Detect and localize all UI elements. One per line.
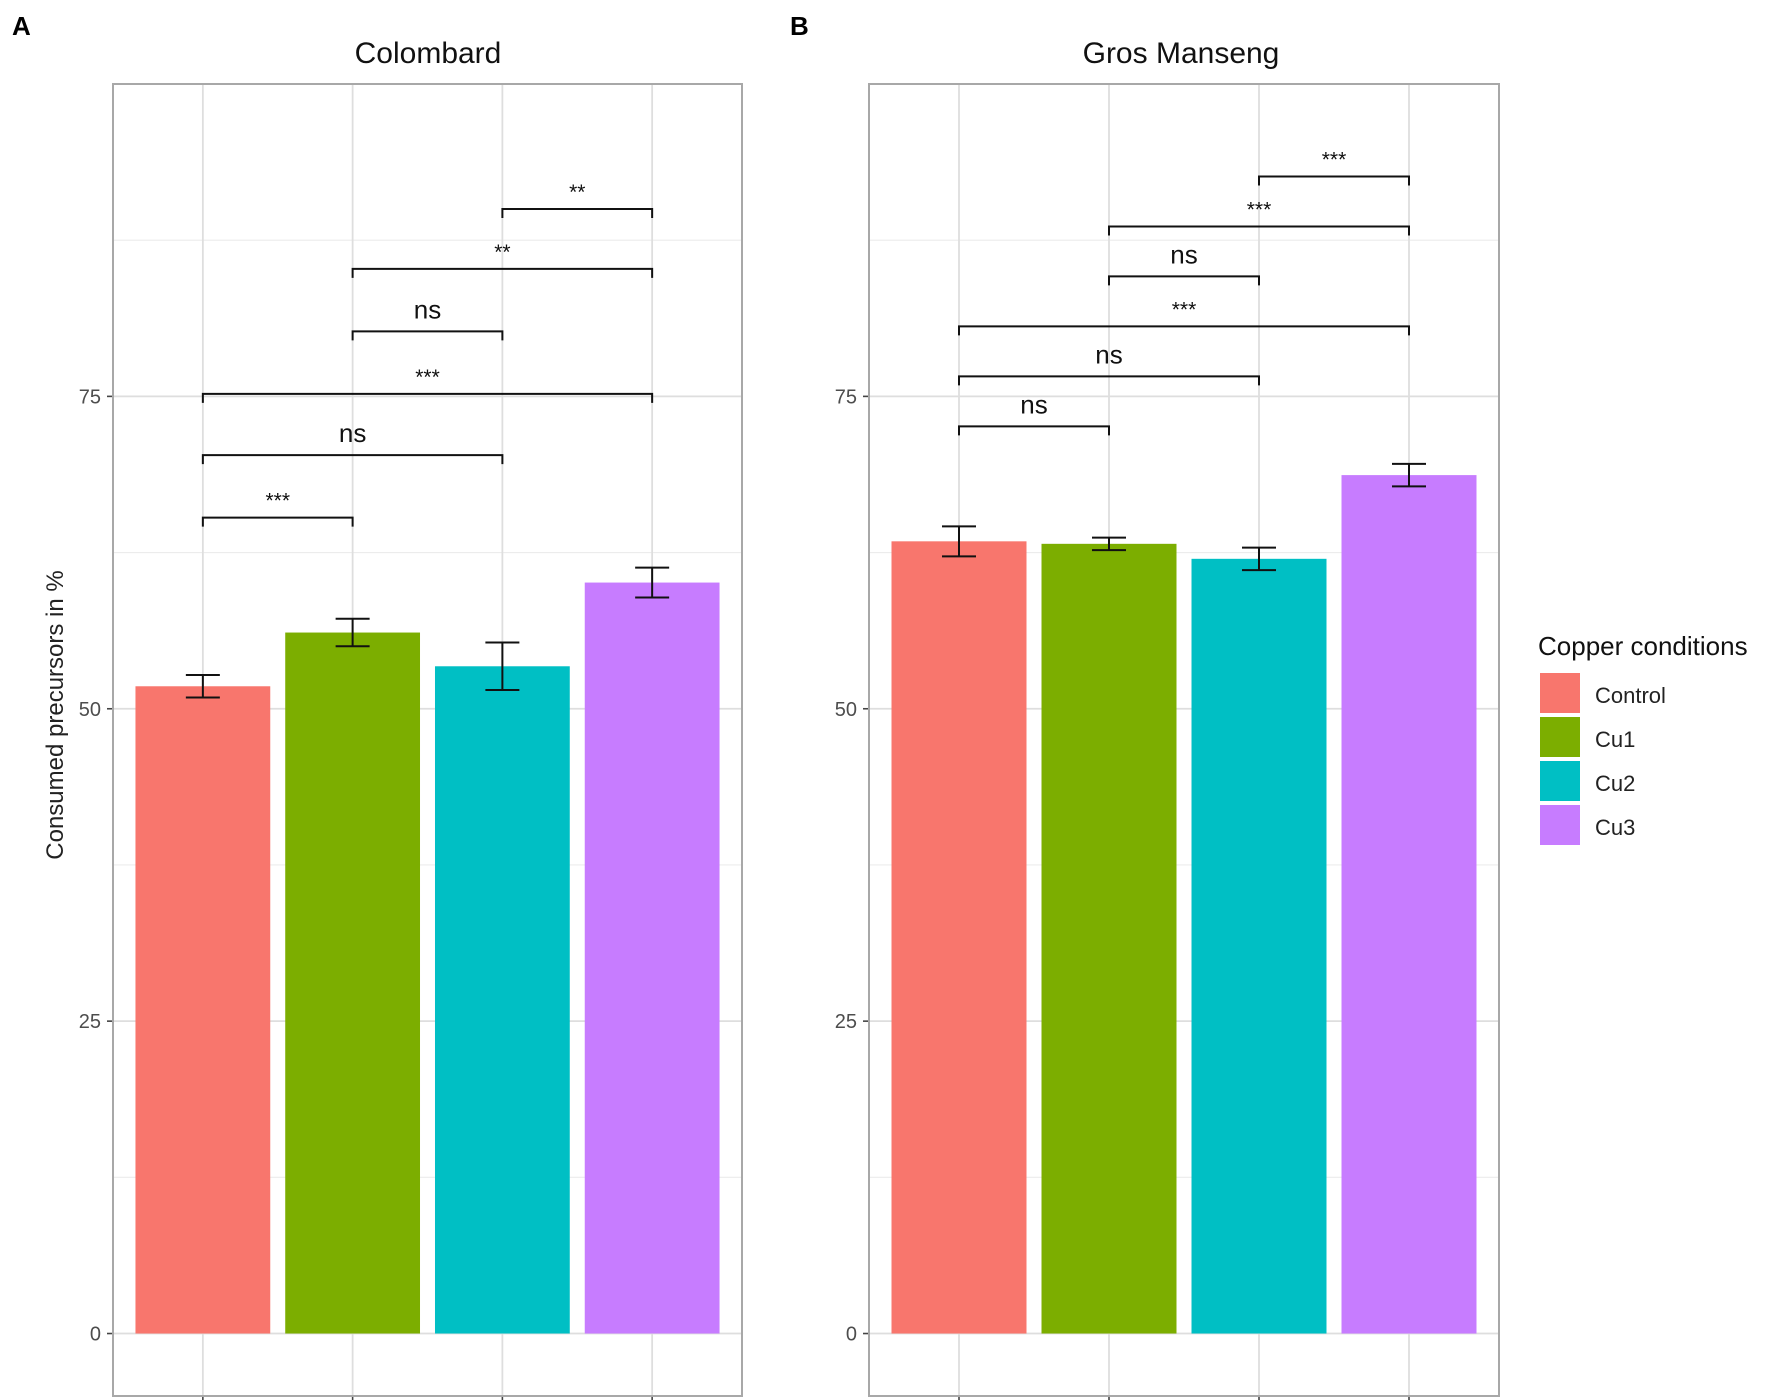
p2-sig-bracket [1108,275,1260,286]
p1-sig-bracket [201,454,504,465]
p1-bar-cu2 [434,666,570,1334]
panel-gros-manseng: 0 25 50 75 ns ns *** ns *** *** [835,83,1500,1400]
p1-sig-label: ns [414,294,441,324]
p1-y-tick-label: 25 [79,1011,101,1033]
p2-sig-label: *** [1322,148,1347,171]
p2-sig-bracket [1108,225,1410,236]
legend-key-cu3 [1540,805,1580,845]
p2-y-tick-label: 0 [846,1324,857,1346]
panel-title-a: Colombard [355,37,502,70]
p2-sig-label: ns [1170,239,1197,269]
p1-sig-label: ** [569,181,585,204]
panel-label-a: A [12,11,31,41]
p2-sig-label: ns [1095,339,1122,369]
p2-sig-bracket [1258,175,1410,186]
p2-sig-bracket [958,425,1110,436]
p1-error-bar-cu2 [485,641,520,692]
p1-sig-label: ns [339,418,366,448]
p2-bar-control [891,541,1027,1334]
p1-panel-border [112,83,743,1397]
p1-sig-bracket [201,392,654,403]
legend: Copper conditions Control Cu1 Cu2 Cu3 [1538,631,1748,845]
p2-sig-label: *** [1172,298,1197,321]
p2-panel-border [868,83,1500,1397]
legend-key-cu1 [1540,717,1580,757]
p2-sig-label: *** [1247,198,1272,221]
p1-y-tick-label: 75 [79,386,101,408]
p1-sig-label: *** [265,490,290,513]
legend-label-cu3: Cu3 [1595,815,1635,840]
p2-error-bar-cu3 [1392,462,1426,488]
p2-bar-cu2 [1191,558,1327,1334]
panel-title-b: Gros Manseng [1083,37,1280,70]
p1-bar-control [135,686,271,1334]
legend-title: Copper conditions [1538,631,1748,661]
legend-label-cu2: Cu2 [1595,771,1635,796]
p2-bar-cu1 [1041,543,1177,1334]
p2-bar-cu3 [1341,475,1477,1334]
p2-sig-bracket [958,325,1410,336]
y-axis-title: Consumed precursors in % [42,570,69,859]
p1-sig-bracket [501,207,654,218]
p2-sig-label: ns [1020,389,1047,419]
p1-sig-label: *** [415,366,440,389]
p2-error-bar-cu1 [1092,536,1126,552]
p2-y-tick-label: 25 [835,1011,857,1033]
p2-error-bar-control [942,525,976,558]
p2-y-tick-label: 75 [835,386,857,408]
p1-y-tick-label: 0 [90,1324,101,1346]
p1-error-bar-cu1 [335,617,370,648]
p1-bar-cu1 [285,632,421,1334]
p1-bar-cu3 [584,582,720,1334]
p1-sig-bracket [351,330,504,341]
p2-sig-bracket [958,375,1260,386]
legend-key-control [1540,673,1580,713]
p1-sig-bracket [201,516,354,527]
legend-label-control: Control [1595,683,1666,708]
panel-colombard: 0 25 50 75 *** ns *** ns ** ** [79,83,743,1400]
p1-sig-bracket [351,267,654,278]
p1-error-bar-cu3 [635,566,670,599]
legend-label-cu1: Cu1 [1595,727,1635,752]
p2-error-bar-cu2 [1242,546,1276,572]
legend-key-cu2 [1540,761,1580,801]
p2-y-tick-label: 50 [835,699,857,721]
p1-error-bar-control [185,674,220,699]
panel-label-b: B [790,11,809,41]
p1-y-tick-label: 50 [79,699,101,721]
p1-sig-label: ** [494,241,510,264]
